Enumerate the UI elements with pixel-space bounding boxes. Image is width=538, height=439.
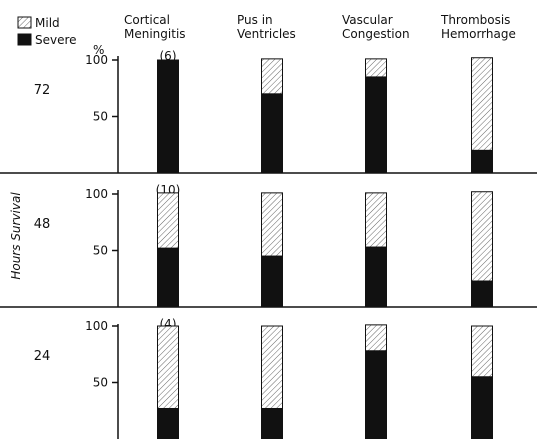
bar-severe-1 [261, 255, 283, 308]
hours-label: 72 [34, 83, 51, 98]
bar-mild-3 [471, 191, 493, 282]
unit-label: % [93, 43, 104, 57]
y-tick-label: 50 [93, 244, 108, 258]
bar-mild-2 [365, 58, 387, 78]
bar-severe-2 [365, 76, 387, 174]
bar-severe-0 [157, 247, 179, 308]
category-label-3-line-0: Thrombosis [440, 13, 510, 27]
y-tick-label: 50 [93, 376, 108, 390]
legend: Mild Severe % [17, 16, 104, 57]
category-label-1-line-0: Pus in [237, 13, 273, 27]
bar-severe-1 [261, 93, 283, 174]
y-tick-label: 50 [93, 110, 108, 124]
bar-severe-1 [261, 407, 283, 439]
bar-mild-1 [261, 325, 283, 409]
hours-label: 24 [34, 349, 51, 364]
legend-label-severe: Severe [35, 33, 77, 47]
bar-severe-2 [365, 246, 387, 308]
category-label-0-line-0: Cortical [124, 13, 170, 27]
bar-severe-0 [157, 407, 179, 439]
legend-swatch-severe [17, 33, 32, 46]
bar-mild-3 [471, 325, 493, 378]
category-label-2-line-1: Congestion [342, 27, 410, 41]
legend-label-mild: Mild [35, 16, 60, 30]
bar-mild-0 [157, 325, 179, 409]
category-label-3-line-1: Hemorrhage [441, 27, 516, 41]
bar-mild-3 [471, 57, 493, 151]
y-axis-title: Hours Survival [9, 192, 23, 280]
category-label-0-line-1: Meningitis [124, 27, 186, 41]
bar-severe-3 [471, 376, 493, 439]
bar-mild-2 [365, 324, 387, 352]
category-headers: Cortical Meningitis Pus in Ventricles Va… [124, 13, 516, 41]
category-label-2-line-0: Vascular [342, 13, 393, 27]
y-tick-label: 100 [85, 53, 108, 67]
y-tick-label: 100 [85, 319, 108, 333]
category-label-1-line-1: Ventricles [237, 27, 296, 41]
bar-mild-0 [157, 192, 179, 249]
bar-mild-1 [261, 192, 283, 257]
legend-swatch-mild [17, 16, 32, 29]
bar-severe-2 [365, 350, 387, 439]
bar-severe-0 [157, 59, 179, 174]
bar-mild-1 [261, 58, 283, 95]
bar-severe-3 [471, 280, 493, 308]
hours-label: 48 [34, 217, 51, 232]
bar-mild-2 [365, 192, 387, 248]
y-tick-label: 100 [85, 187, 108, 201]
bar-severe-3 [471, 149, 493, 174]
